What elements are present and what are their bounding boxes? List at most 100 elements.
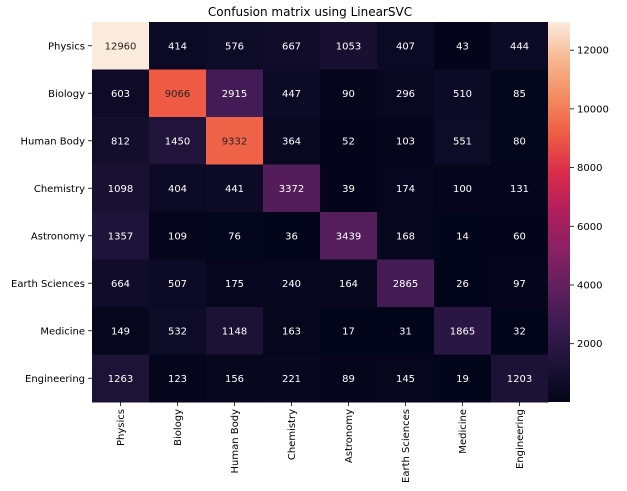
cell-value-label: 3439 — [336, 231, 361, 242]
heatmap-cell — [377, 69, 435, 118]
cell-value-label: 85 — [513, 89, 526, 100]
heatmap-cell — [206, 259, 264, 308]
heatmap-cell — [206, 212, 264, 260]
heatmap-cell — [320, 69, 378, 118]
cell-value-label: 76 — [228, 231, 241, 242]
y-tick-label: Earth Sciences — [11, 279, 85, 290]
cell-value-label: 175 — [225, 279, 244, 290]
cell-value-label: 667 — [282, 41, 301, 52]
heatmap-cell — [206, 354, 264, 403]
heatmap-cell — [263, 69, 321, 118]
cell-value-label: 97 — [513, 279, 526, 290]
heatmap-cell — [434, 69, 492, 118]
x-tick-label: Biology — [173, 409, 184, 446]
cell-value-label: 507 — [168, 279, 187, 290]
cell-value-label: 404 — [168, 184, 187, 195]
colorbar-tick-label: 8000 — [577, 163, 602, 174]
colorbar-ticks: 2000 4000 6000 8000 10000 12000 — [570, 46, 609, 350]
colorbar-tick-label: 12000 — [577, 46, 609, 57]
cell-value-label: 60 — [513, 231, 526, 242]
colorbar-bar — [548, 22, 570, 402]
heatmap-cell — [92, 354, 150, 403]
heatmap-cell — [149, 259, 207, 308]
heatmap-cell — [491, 22, 549, 70]
heatmap-cell — [92, 69, 150, 118]
cell-value-label: 174 — [396, 184, 415, 195]
colorbar-tick-label: 4000 — [577, 281, 602, 292]
cell-value-label: 80 — [513, 136, 526, 147]
cell-value-label: 1450 — [165, 136, 190, 147]
x-tick-label: Earth Sciences — [401, 409, 412, 483]
heatmap-cell — [92, 164, 150, 213]
cell-value-label: 145 — [396, 374, 415, 385]
cell-value-label: 52 — [342, 136, 355, 147]
heatmap-cell — [377, 307, 435, 355]
cell-value-label: 32 — [513, 326, 526, 337]
cell-value-label: 221 — [282, 374, 301, 385]
x-tick-label: Engineering — [515, 409, 526, 469]
cell-value-label: 12960 — [105, 41, 137, 52]
cell-value-label: 1865 — [450, 326, 475, 337]
heatmap-cell — [320, 212, 378, 260]
cell-value-label: 103 — [396, 136, 415, 147]
cell-value-label: 123 — [168, 374, 187, 385]
cell-value-label: 9066 — [165, 89, 190, 100]
cell-value-label: 812 — [111, 136, 130, 147]
x-axis-ticks: Physics Biology Human Body Chemistry Astrono… — [116, 402, 526, 483]
colorbar: 2000 4000 6000 8000 10000 12000 — [548, 22, 609, 402]
cell-value-label: 576 — [225, 41, 244, 52]
heatmap-cell — [377, 164, 435, 213]
heatmap-cell — [206, 22, 264, 70]
heatmap-cell — [491, 164, 549, 213]
cell-value-label: 109 — [168, 231, 187, 242]
heatmap-cell — [206, 307, 264, 355]
cell-value-label: 1098 — [108, 184, 133, 195]
cell-value-label: 14 — [456, 231, 469, 242]
cell-value-label: 296 — [396, 89, 415, 100]
cell-value-label: 1053 — [336, 41, 361, 52]
heatmap-cell — [434, 212, 492, 260]
heatmap-cell — [263, 259, 321, 308]
heatmap-cell — [149, 69, 207, 118]
y-tick-label: Biology — [48, 89, 85, 100]
heatmap-cells: 12960 414 576 667 1053 407 43 444 603 9066 2915 447… — [92, 22, 549, 403]
cell-value-label: 441 — [225, 184, 244, 195]
heatmap-cell — [92, 212, 150, 260]
cell-value-label: 447 — [282, 89, 301, 100]
x-tick-label: Chemistry — [287, 409, 298, 460]
heatmap-cell — [434, 117, 492, 165]
cell-value-label: 510 — [453, 89, 472, 100]
heatmap-cell — [320, 354, 378, 403]
heatmap-cell — [434, 259, 492, 308]
heatmap-cell — [320, 307, 378, 355]
heatmap-cell — [149, 22, 207, 70]
y-tick-label: Engineering — [25, 374, 85, 385]
cell-value-label: 532 — [168, 326, 187, 337]
heatmap-cell — [206, 164, 264, 213]
x-tick-label: Medicine — [458, 409, 469, 454]
heatmap-cell — [263, 212, 321, 260]
cell-value-label: 407 — [396, 41, 415, 52]
heatmap-cell — [320, 259, 378, 308]
heatmap-cell — [206, 117, 264, 165]
y-tick-label: Physics — [48, 41, 85, 52]
cell-value-label: 1263 — [108, 374, 133, 385]
cell-value-label: 240 — [282, 279, 301, 290]
cell-value-label: 364 — [282, 136, 301, 147]
chart-title: Confusion matrix using LinearSVC — [208, 5, 412, 19]
cell-value-label: 17 — [342, 326, 355, 337]
heatmap-cell — [149, 354, 207, 403]
cell-value-label: 2865 — [393, 279, 418, 290]
y-tick-label: Human Body — [21, 136, 86, 147]
heatmap-cell — [320, 22, 378, 70]
cell-value-label: 444 — [510, 41, 529, 52]
cell-value-label: 2915 — [222, 89, 247, 100]
heatmap-cell — [263, 117, 321, 165]
heatmap-cell — [92, 259, 150, 308]
heatmap-cell — [263, 354, 321, 403]
heatmap-cell — [377, 22, 435, 70]
x-tick-label: Astronomy — [344, 409, 355, 463]
cell-value-label: 1357 — [108, 231, 133, 242]
cell-value-label: 1148 — [222, 326, 247, 337]
